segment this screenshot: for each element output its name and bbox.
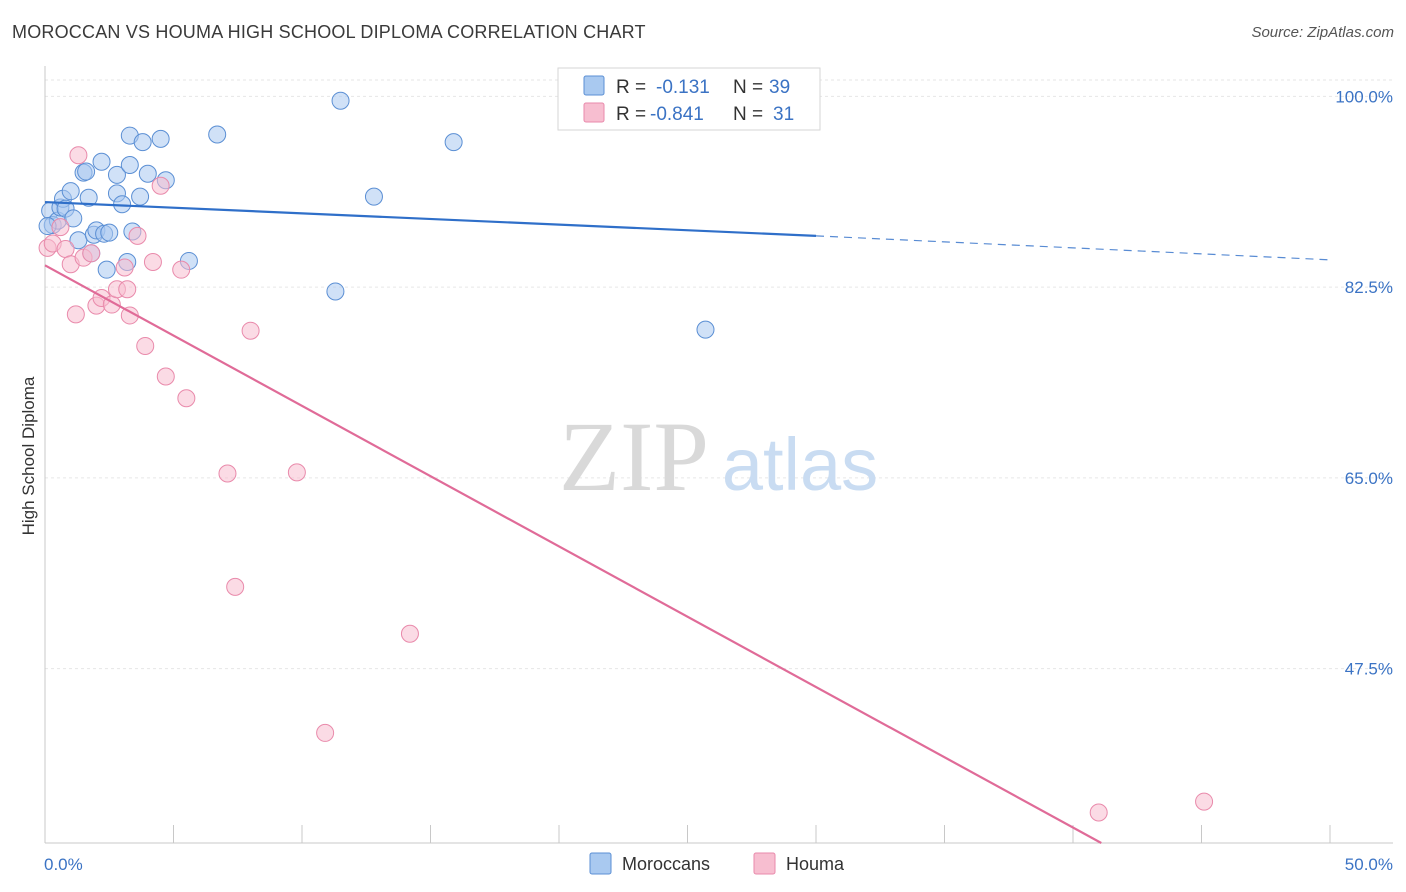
data-points [38,91,1214,822]
point-moroccans [364,187,383,206]
point-moroccans [97,260,116,279]
x-tick-label-max: 50.0% [1345,855,1393,874]
point-houma [241,321,260,340]
y-tick-labels: 100.0% 82.5% 65.0% 47.5% [1335,87,1393,678]
point-moroccans [79,188,98,207]
legend: Moroccans Houma [589,852,845,875]
point-moroccans [208,125,227,144]
point-moroccans [107,165,126,184]
point-houma [151,176,170,195]
point-moroccans [151,129,170,148]
point-houma [143,253,162,272]
stats-swatch-moroccans [583,75,605,96]
point-houma [82,244,101,263]
point-houma [69,146,88,165]
chart-source: Source: ZipAtlas.com [1251,24,1394,41]
point-houma [1195,792,1214,811]
point-moroccans [61,182,80,201]
point-houma [156,367,175,386]
legend-label-houma: Houma [786,854,845,874]
stats-r-value-moroccans: -0.131 [656,77,710,98]
point-houma [118,280,137,299]
point-moroccans [100,223,119,242]
point-houma [56,239,75,258]
x-tick-label-min: 0.0% [44,855,83,874]
point-moroccans [331,91,350,110]
stats-n-value-moroccans: 39 [769,77,790,98]
legend-label-moroccans: Moroccans [622,854,710,874]
point-moroccans [444,133,463,152]
point-houma [226,577,245,596]
watermark: ZIP atlas [559,401,878,512]
stats-swatch-houma [583,102,605,123]
trend-line-moroccans [44,200,817,237]
y-tick-label: 65.0% [1345,469,1393,488]
point-moroccans [64,209,83,228]
y-tick-label: 47.5% [1345,660,1393,679]
point-moroccans [120,156,139,175]
point-houma [316,723,335,742]
trend-lines [44,200,1331,844]
stats-r-label-houma: R = [616,104,646,125]
axes [44,66,1393,844]
point-moroccans [77,162,96,181]
point-moroccans [696,320,715,339]
point-houma [1089,803,1108,822]
trend-line-houma [44,264,1102,844]
y-tick-label: 100.0% [1335,87,1393,106]
stats-r-label-moroccans: R = [616,77,646,98]
point-houma [287,463,306,482]
point-houma [66,305,85,324]
legend-swatch-houma [753,852,776,875]
x-tick-labels: 0.0% 50.0% [44,855,1393,874]
point-moroccans [138,164,157,183]
point-moroccans [326,282,345,301]
stats-n-label-moroccans: N = [733,77,763,98]
y-tick-label: 82.5% [1345,278,1393,297]
point-houma [128,226,147,245]
point-houma [400,624,419,643]
stats-box: R = -0.131 N = 39 R = -0.841 N = 31 [557,67,821,131]
legend-swatch-moroccans [589,852,612,875]
stats-r-value-houma: -0.841 [650,104,704,125]
y-axis-label: High School Diploma [19,376,38,535]
trend-line-moroccans-extension [815,235,1331,261]
point-houma [136,336,155,355]
point-moroccans [131,187,150,206]
watermark-zip: ZIP [559,401,709,512]
point-houma [115,258,134,277]
point-houma [218,464,237,483]
watermark-atlas: atlas [722,423,878,506]
point-houma [172,260,191,279]
point-houma [51,218,70,237]
point-moroccans [92,152,111,171]
stats-n-label-houma: N = [733,104,763,125]
stats-n-value-houma: 31 [773,104,794,125]
point-moroccans [133,133,152,152]
chart-title: MOROCCAN VS HOUMA HIGH SCHOOL DIPLOMA CO… [12,22,646,42]
grid-lines [45,79,1393,670]
point-houma [177,389,196,408]
